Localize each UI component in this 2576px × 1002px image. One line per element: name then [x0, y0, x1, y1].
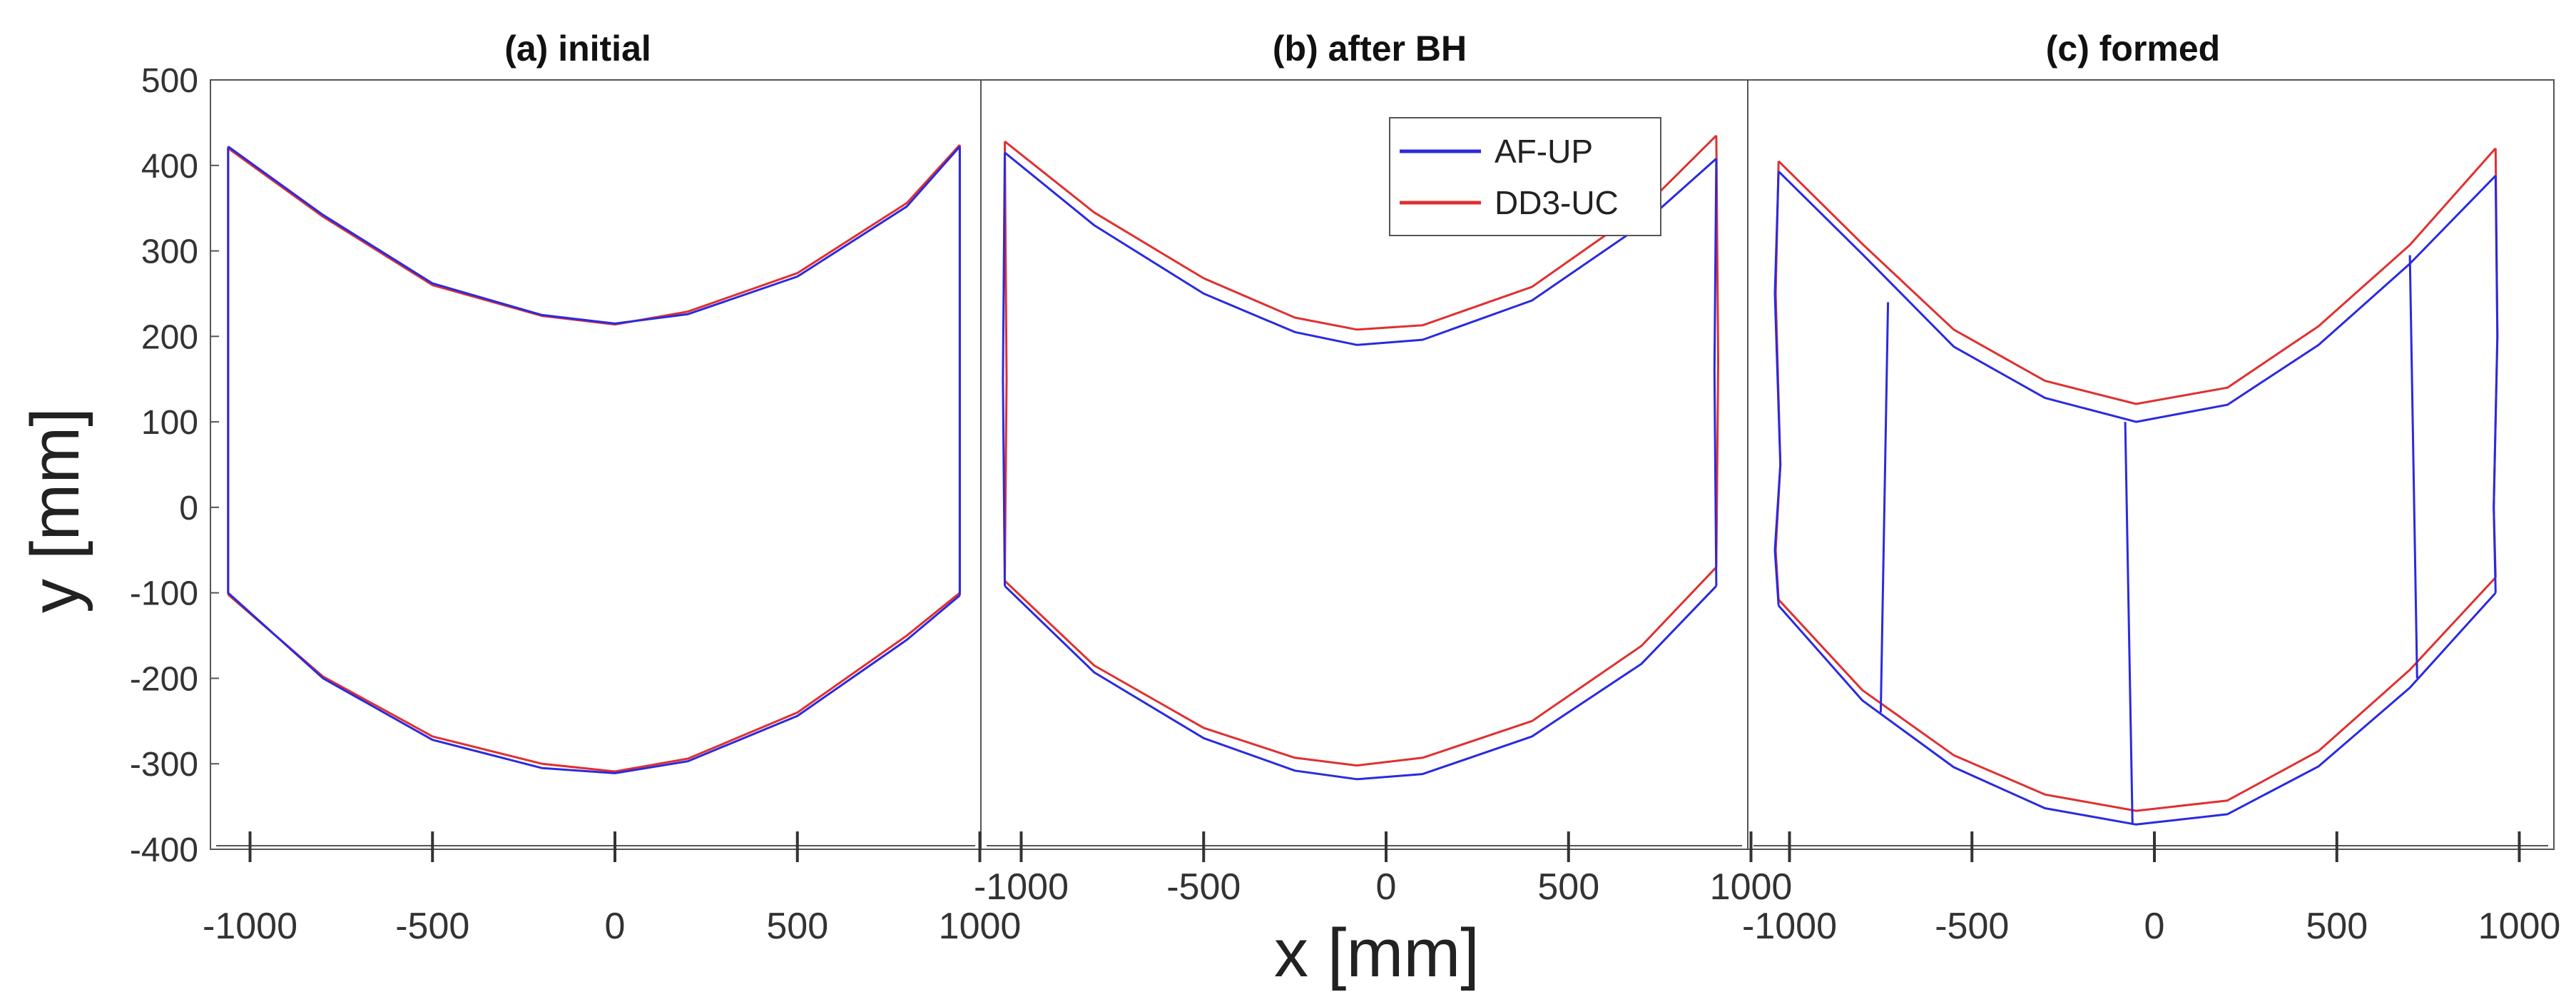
- legend: AF-UP DD3-UC: [1389, 117, 1661, 236]
- series-af-up: [1773, 171, 2499, 826]
- af-up-right-edge: [2493, 176, 2499, 593]
- x-tick-label: -1000: [974, 866, 1069, 908]
- x-tick-label: 1000: [2478, 906, 2561, 947]
- panel-title-a: (a) initial: [504, 29, 651, 69]
- x-tick-label: 0: [605, 906, 626, 947]
- af-up-bottom-edge: [227, 592, 961, 774]
- legend-label-dd3-uc: DD3-UC: [1495, 184, 1619, 221]
- series-dd3-uc: [227, 143, 961, 773]
- x-tick-label: -500: [395, 906, 469, 947]
- y-tick-label: -300: [130, 746, 198, 784]
- af-up-cross-line: [1879, 302, 1890, 713]
- x-tick-label: 500: [766, 906, 828, 947]
- af-up-right-edge: [1713, 158, 1718, 587]
- y-tick-label: 100: [141, 404, 198, 442]
- x-tick-label: -500: [1166, 866, 1241, 908]
- x-tick-label: -1000: [1742, 906, 1837, 947]
- dd3-uc-bottom-edge: [1778, 577, 2497, 812]
- x-tick-label: 0: [2144, 906, 2165, 947]
- panel-titles: (a) initial (b) after BH (c) formed: [504, 29, 2220, 69]
- y-tick-label: 0: [179, 490, 198, 527]
- panel-0-curves: [227, 143, 961, 774]
- y-tick-label: -400: [130, 831, 198, 869]
- x-ticks-panel-1: -1000 -500 0 500 1000: [974, 831, 1792, 908]
- x-axis-ticks: -1000 -500 0 500 1000-1000 -500 0 500 1000-1000-…: [203, 831, 2560, 947]
- y-tick-label: -200: [130, 660, 198, 698]
- y-tick-label: -100: [130, 575, 198, 613]
- x-tick-label: -1000: [203, 906, 297, 947]
- panel-title-c: (c) formed: [2046, 29, 2220, 69]
- x-tick-label: 500: [1537, 866, 1599, 908]
- series-af-up: [227, 146, 961, 774]
- plot-border: [210, 79, 2555, 850]
- dd3-uc-top-edge: [227, 143, 961, 326]
- legend-box: [1389, 117, 1661, 236]
- af-up-top-edge: [227, 146, 961, 325]
- plot-frame: [210, 79, 2555, 850]
- panel-title-b: (b) after BH: [1273, 29, 1467, 69]
- af-up-bottom-edge: [1778, 592, 2497, 826]
- x-axis-label: x [mm]: [1274, 915, 1480, 991]
- panel-2-curves: [1773, 147, 2499, 826]
- af-up-cross-line: [2408, 255, 2418, 679]
- x-tick-label: 0: [1376, 866, 1397, 908]
- dd3-uc-left-edge: [1004, 141, 1008, 581]
- series-af-up: [1002, 151, 1718, 781]
- y-axis-label: y [mm]: [17, 408, 93, 613]
- plot-lines: [227, 134, 2499, 826]
- y-tick-label: 500: [141, 62, 198, 100]
- x-tick-label: -500: [1935, 906, 2009, 947]
- y-tick-label: 200: [141, 318, 198, 356]
- y-tick-label: 400: [141, 148, 198, 186]
- dd3-uc-right-edge: [1715, 135, 1719, 567]
- x-ticks-panel-2: -1000 -500 0 500 1000: [1742, 831, 2560, 947]
- af-up-cross-line: [2124, 422, 2134, 825]
- y-axis-ticks: 500 400 300 200 100 0 -100 -200 -300 -400: [130, 62, 219, 869]
- x-tick-label: 1000: [1710, 866, 1793, 908]
- y-tick-label: 300: [141, 233, 198, 271]
- af-up-bottom-edge: [1004, 585, 1717, 781]
- af-up-left-edge: [1002, 152, 1006, 587]
- legend-label-af-up: AF-UP: [1495, 133, 1593, 170]
- dd3-uc-top-edge: [1778, 147, 2497, 405]
- x-tick-label: 1000: [939, 906, 1022, 947]
- dd3-uc-bottom-edge: [1004, 566, 1717, 767]
- dd3-uc-bottom-edge: [227, 592, 961, 773]
- af-up-top-edge: [1778, 171, 2497, 423]
- x-tick-label: 500: [2306, 906, 2368, 947]
- x-ticks-panel-0: -1000 -500 0 500 1000: [203, 831, 1021, 947]
- af-up-top-edge: [1004, 151, 1717, 346]
- af-up-left-edge: [1773, 171, 1782, 606]
